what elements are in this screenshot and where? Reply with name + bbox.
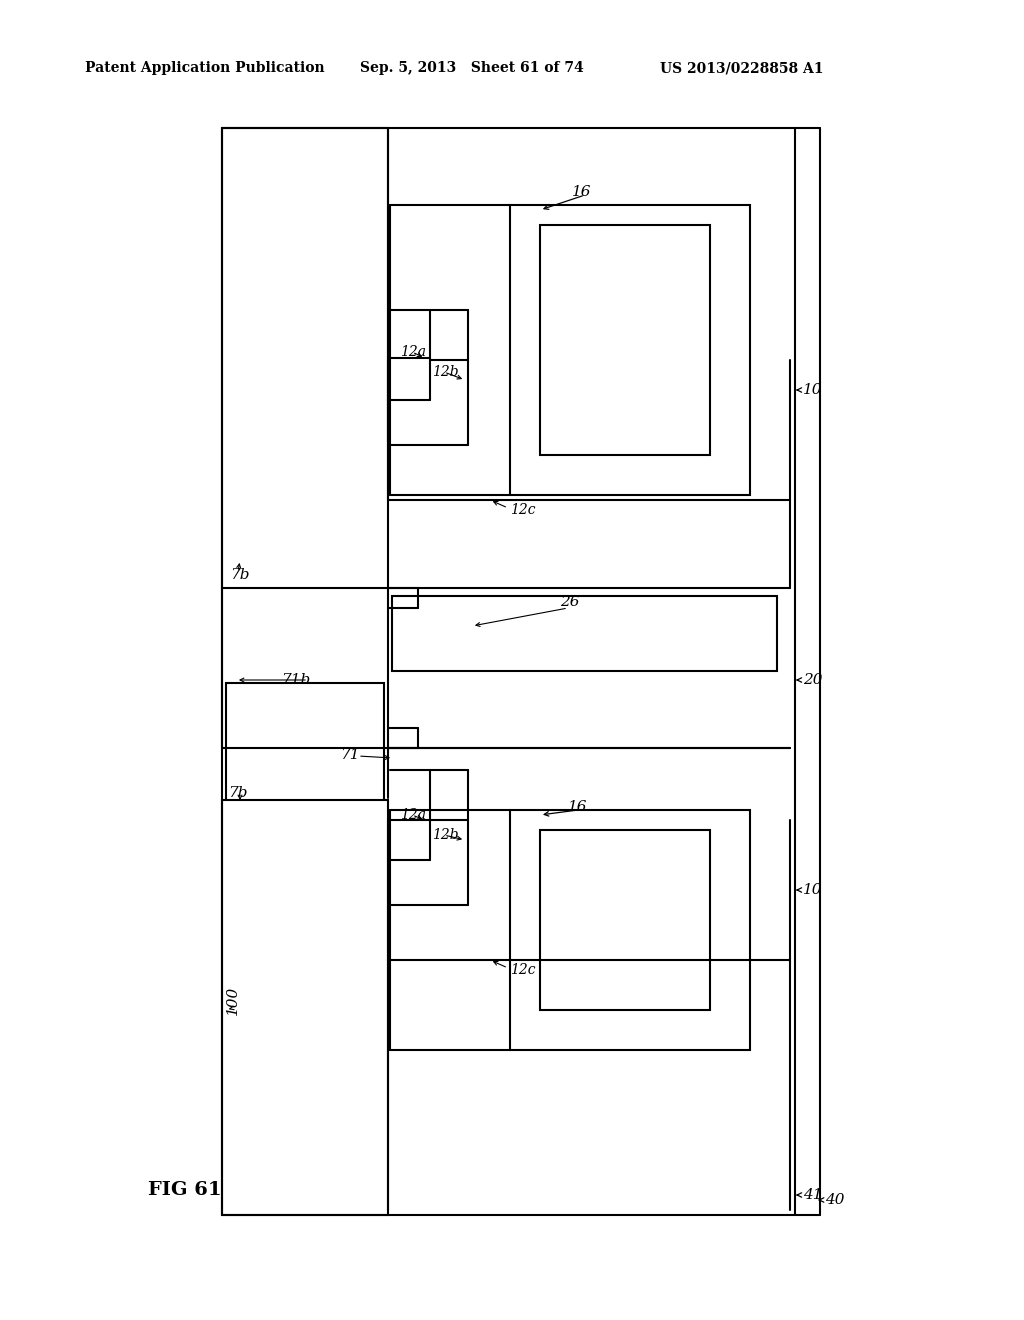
Bar — [222, 800, 388, 1214]
Text: 12c: 12c — [510, 964, 536, 977]
Text: Patent Application Publication: Patent Application Publication — [85, 61, 325, 75]
Text: 12b: 12b — [432, 366, 459, 379]
Text: Sep. 5, 2013   Sheet 61 of 74: Sep. 5, 2013 Sheet 61 of 74 — [360, 61, 584, 75]
Text: 12a: 12a — [400, 345, 426, 359]
Bar — [222, 128, 388, 587]
Text: 10: 10 — [803, 883, 822, 898]
Bar — [392, 597, 777, 671]
Bar — [226, 682, 384, 813]
Text: FIG 61: FIG 61 — [148, 1181, 221, 1199]
Text: 12a: 12a — [400, 808, 426, 822]
Text: 71: 71 — [341, 748, 360, 762]
Bar — [510, 810, 750, 1049]
Text: 16: 16 — [572, 185, 592, 199]
Text: 7b: 7b — [228, 785, 248, 800]
Text: 20: 20 — [803, 673, 822, 686]
Text: 40: 40 — [825, 1193, 845, 1206]
Text: 10: 10 — [803, 383, 822, 397]
Text: 71b: 71b — [281, 673, 310, 686]
Text: 7b: 7b — [230, 568, 250, 582]
Text: 100: 100 — [226, 985, 240, 1015]
Text: US 2013/0228858 A1: US 2013/0228858 A1 — [660, 61, 823, 75]
Text: 26: 26 — [560, 595, 580, 609]
Bar — [510, 205, 750, 495]
Text: 12b: 12b — [432, 828, 459, 842]
Text: 12c: 12c — [510, 503, 536, 517]
Bar — [540, 830, 710, 1010]
Bar — [540, 224, 710, 455]
Text: 16: 16 — [568, 800, 588, 814]
Text: 41: 41 — [803, 1188, 822, 1203]
